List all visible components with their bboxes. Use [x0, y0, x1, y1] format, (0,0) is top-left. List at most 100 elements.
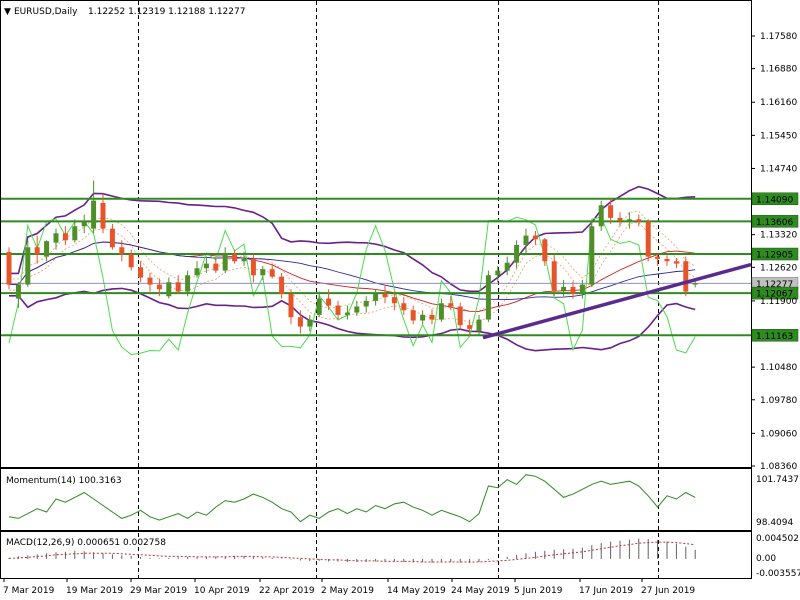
candle-body	[316, 298, 322, 315]
price-tick-label: 1.13320	[760, 231, 797, 241]
candle	[354, 300, 360, 316]
candle	[495, 265, 501, 283]
candle	[175, 275, 181, 294]
date-tick-label: 17 Jun 2019	[579, 586, 633, 596]
price-tick-label: 1.17580	[760, 32, 797, 42]
candle	[128, 249, 134, 271]
price-tick-label: 1.15450	[760, 131, 797, 141]
candle	[532, 230, 538, 245]
candle	[241, 251, 247, 266]
candle	[250, 254, 256, 283]
price-tick-label: 1.16880	[760, 65, 797, 75]
candle	[147, 272, 153, 292]
date-tick-label: 27 Jun 2019	[641, 586, 695, 596]
momentum-min-label: 98.4094	[756, 518, 793, 528]
price-tick-label: 1.11900	[760, 297, 797, 307]
candle-body	[532, 235, 538, 240]
candle	[664, 255, 670, 266]
candle-body	[194, 268, 200, 276]
candle	[617, 212, 623, 227]
candle	[514, 240, 520, 269]
candle-body	[15, 284, 21, 299]
candle-body	[542, 239, 548, 262]
candle-body	[138, 267, 144, 278]
candle-body	[410, 310, 416, 321]
candle-body	[279, 276, 285, 294]
momentum-line	[8, 474, 696, 523]
candle	[551, 254, 557, 297]
candle	[288, 289, 294, 325]
date-tick-label: 29 Mar 2019	[130, 586, 187, 596]
symbol-label: EURUSD,Daily	[14, 7, 78, 17]
candle	[438, 298, 444, 322]
date-tick-label: 14 May 2019	[387, 586, 446, 596]
momentum-label: Momentum(14) 100.3163	[6, 476, 122, 486]
candle	[269, 263, 275, 279]
candle	[401, 297, 407, 315]
candle	[457, 302, 463, 329]
candle	[645, 219, 651, 262]
candle-body	[589, 226, 595, 285]
candle	[579, 279, 585, 299]
ascending-trend-line[interactable]	[482, 262, 752, 340]
candle	[335, 300, 341, 320]
candle-body	[476, 319, 482, 332]
candle	[100, 193, 106, 234]
candle-body	[297, 317, 303, 327]
level-price-label: 1.11163	[756, 332, 793, 342]
candle-body	[636, 219, 642, 222]
candle	[194, 261, 200, 278]
momentum-panel[interactable]	[0, 468, 752, 531]
candle	[683, 256, 689, 297]
candle-body	[495, 270, 501, 276]
candle	[119, 240, 125, 262]
candle	[156, 278, 162, 297]
candle-body	[514, 244, 520, 263]
candle	[692, 281, 698, 288]
macd-zero-label: 0.00	[756, 554, 776, 564]
candle	[373, 289, 379, 306]
price-tick-label: 1.08360	[760, 462, 797, 472]
candle	[448, 296, 454, 311]
price-axis: 1.17580 1.16880 1.16160 1.15450 1.14740 1.133…	[751, 32, 797, 472]
candle	[62, 226, 68, 245]
stochastic-overlay-line	[8, 216, 696, 356]
candle-body	[429, 314, 435, 320]
candle-body	[128, 254, 134, 268]
candle-body	[72, 226, 78, 241]
candle-body	[81, 221, 87, 227]
candle-body	[645, 221, 651, 257]
candle-body	[34, 247, 40, 255]
candle-body	[363, 300, 369, 307]
candle	[203, 256, 209, 273]
candle	[91, 180, 97, 234]
candle-body	[335, 305, 341, 315]
candle	[344, 305, 350, 320]
candle-body	[457, 306, 463, 326]
ohlc-readout: 1.12252 1.12319 1.12188 1.12277	[88, 7, 245, 17]
candle-body	[617, 217, 623, 221]
candle	[504, 256, 510, 276]
candle	[297, 310, 303, 334]
candle	[279, 272, 285, 299]
candle-body	[260, 269, 266, 276]
candle-body	[100, 202, 106, 229]
candle-body	[222, 254, 228, 271]
candle	[109, 223, 115, 250]
candle-body	[307, 319, 313, 327]
price-tick-label: 1.09780	[760, 396, 797, 406]
candle	[307, 314, 313, 332]
bollinger-lower-band	[9, 287, 696, 352]
candle-body	[655, 256, 661, 259]
main-price-panel[interactable]	[0, 0, 752, 468]
candle	[523, 228, 529, 255]
macd-panel[interactable]	[0, 531, 752, 579]
candle	[636, 214, 642, 227]
chart-title-arrow-icon[interactable]: ▼	[4, 7, 11, 17]
candle-body	[269, 269, 275, 277]
candle-body	[166, 282, 172, 297]
candle-body	[203, 263, 209, 269]
candle	[561, 279, 567, 297]
candle-body	[504, 262, 510, 271]
